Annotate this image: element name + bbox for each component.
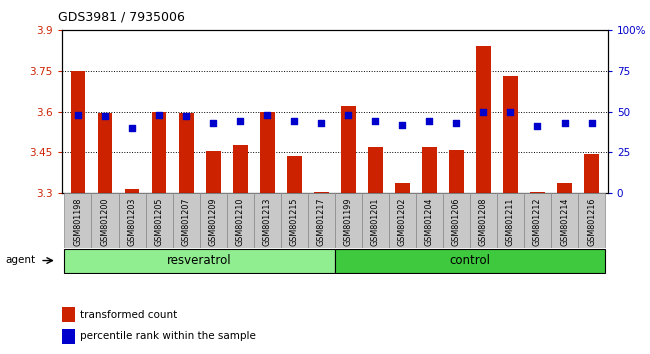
FancyBboxPatch shape [92,193,118,248]
Text: GSM801200: GSM801200 [101,197,109,246]
FancyBboxPatch shape [335,193,362,248]
Bar [287,156,302,193]
FancyBboxPatch shape [470,193,497,248]
Text: GSM801198: GSM801198 [73,197,83,246]
Point [451,120,462,126]
Text: GSM801203: GSM801203 [127,197,136,246]
Text: control: control [449,254,490,267]
Text: GSM801204: GSM801204 [425,197,434,246]
FancyBboxPatch shape [578,193,605,248]
Bar [205,151,220,193]
Text: transformed count: transformed count [80,310,177,320]
Bar [476,46,491,193]
Bar [151,112,166,193]
Bar [422,147,437,193]
Point [208,120,218,126]
Bar [503,76,518,193]
Point [370,119,380,124]
Bar [557,183,572,193]
Text: resveratrol: resveratrol [167,254,232,267]
Bar [98,113,112,193]
Point [100,114,110,119]
FancyBboxPatch shape [416,193,443,248]
FancyBboxPatch shape [200,193,227,248]
Text: GSM801215: GSM801215 [290,197,299,246]
Bar [368,147,383,193]
Text: GSM801214: GSM801214 [560,197,569,246]
Point [73,112,83,118]
Point [154,112,164,118]
Text: GSM801206: GSM801206 [452,197,461,246]
Text: GSM801199: GSM801199 [344,197,353,246]
Text: GSM801209: GSM801209 [209,197,218,246]
Point [424,119,435,124]
Bar [260,112,274,193]
Text: GSM801205: GSM801205 [155,197,164,246]
Text: GSM801207: GSM801207 [181,197,190,246]
Point [316,120,326,126]
Bar [314,192,329,193]
FancyBboxPatch shape [281,193,307,248]
Text: GSM801217: GSM801217 [317,197,326,246]
Bar [62,307,75,322]
FancyBboxPatch shape [64,193,92,248]
Text: GSM801210: GSM801210 [236,197,244,246]
FancyBboxPatch shape [335,249,605,273]
Bar [341,106,356,193]
Text: GSM801201: GSM801201 [370,197,380,246]
FancyBboxPatch shape [227,193,254,248]
Bar [233,145,248,193]
Text: GSM801202: GSM801202 [398,197,407,246]
Point [478,109,489,114]
FancyBboxPatch shape [551,193,578,248]
Point [262,112,272,118]
Bar [530,192,545,193]
Bar [449,149,464,193]
Bar [179,113,194,193]
Bar [584,154,599,193]
Point [532,123,543,129]
FancyBboxPatch shape [64,249,335,273]
Text: GDS3981 / 7935006: GDS3981 / 7935006 [58,11,185,24]
Point [181,114,191,119]
FancyBboxPatch shape [524,193,551,248]
FancyBboxPatch shape [497,193,524,248]
Text: GSM801213: GSM801213 [263,197,272,246]
Text: GSM801211: GSM801211 [506,197,515,246]
Bar [395,183,410,193]
FancyBboxPatch shape [146,193,172,248]
Text: GSM801216: GSM801216 [587,197,596,246]
FancyBboxPatch shape [254,193,281,248]
FancyBboxPatch shape [362,193,389,248]
Point [343,112,354,118]
FancyBboxPatch shape [389,193,416,248]
Bar [62,329,75,343]
Point [289,119,300,124]
Text: GSM801208: GSM801208 [479,197,488,246]
FancyBboxPatch shape [118,193,146,248]
Point [127,125,137,131]
FancyBboxPatch shape [443,193,470,248]
Bar [71,71,85,193]
Point [586,120,597,126]
Point [397,122,408,127]
FancyBboxPatch shape [307,193,335,248]
Text: GSM801212: GSM801212 [533,197,542,246]
Text: percentile rank within the sample: percentile rank within the sample [80,331,255,341]
FancyBboxPatch shape [172,193,200,248]
Point [235,119,245,124]
Text: agent: agent [5,255,35,265]
Point [505,109,515,114]
Point [559,120,569,126]
Bar [125,189,140,193]
